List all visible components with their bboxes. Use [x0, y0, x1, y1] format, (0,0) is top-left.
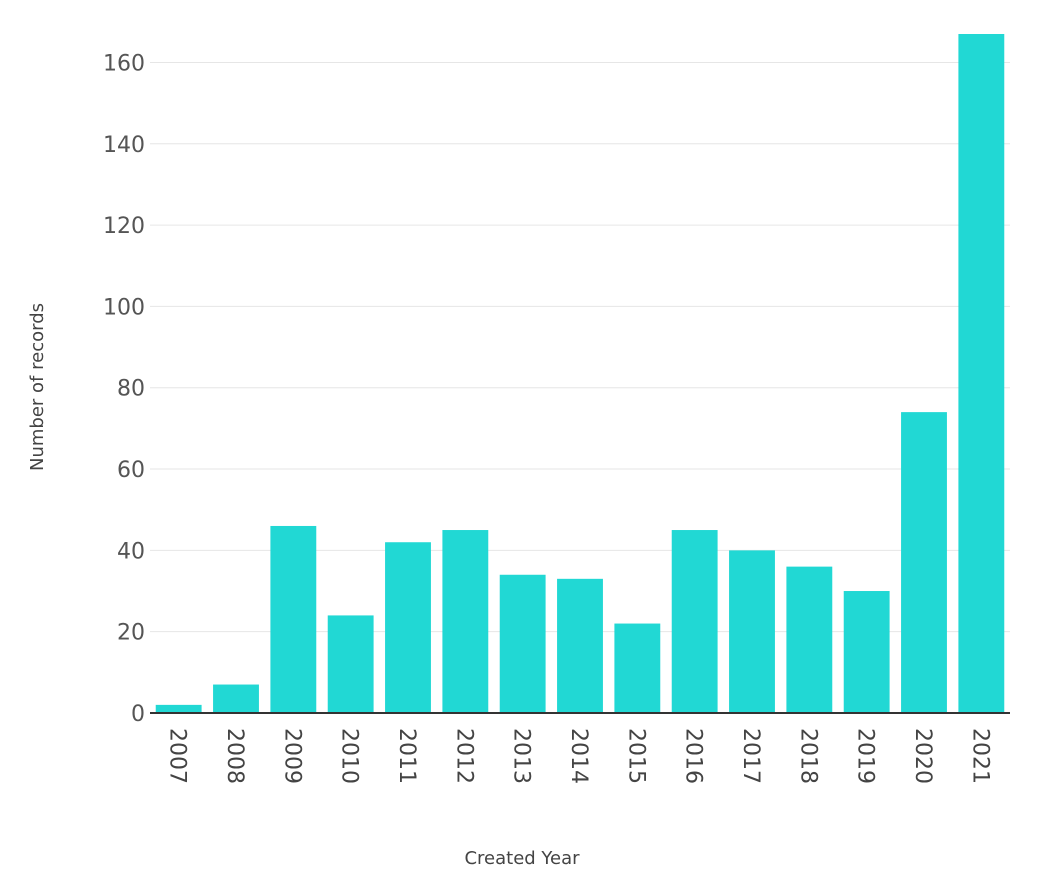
bar-2008	[213, 684, 259, 713]
y-tick-label-100: 100	[103, 295, 145, 320]
x-tick-label-2018: 2018	[795, 728, 820, 784]
x-tick-label-2013: 2013	[509, 728, 534, 784]
x-tick-label-2012: 2012	[451, 728, 476, 784]
bar-2007	[155, 704, 202, 713]
x-tick-label-2016: 2016	[681, 728, 706, 784]
bar-2012	[442, 530, 489, 713]
y-tick-label-140: 140	[103, 133, 145, 158]
y-tick-label-160: 160	[103, 51, 145, 76]
bar-2021	[958, 34, 1005, 713]
x-tick-label-2019: 2019	[853, 728, 878, 784]
y-tick-label-20: 20	[117, 621, 145, 646]
bar-2011	[385, 542, 431, 713]
x-axis-title: Created Year	[464, 848, 580, 869]
x-tick-label-2020: 2020	[910, 728, 935, 784]
x-tick-label-2021: 2021	[967, 728, 992, 784]
x-tick-label-2009: 2009	[279, 728, 304, 784]
y-tick-label-60: 60	[117, 458, 145, 483]
bar-2009	[270, 525, 317, 713]
bar-2015	[614, 623, 661, 713]
bar-2018	[786, 566, 833, 713]
x-tick-label-2010: 2010	[337, 728, 362, 784]
x-tick-label-2017: 2017	[738, 728, 763, 784]
x-tick-label-2008: 2008	[222, 728, 247, 784]
x-tick-label-2014: 2014	[566, 728, 591, 784]
bar-2019	[843, 591, 890, 713]
bar-2013	[499, 574, 546, 713]
y-tick-label-40: 40	[117, 539, 145, 564]
bars	[155, 34, 1005, 713]
y-tick-label-80: 80	[117, 377, 145, 402]
bar-2020	[901, 412, 947, 713]
bar-2010	[327, 615, 374, 713]
y-tick-labels: 0 20 40 60 80 100 120 140 160	[103, 51, 145, 727]
bar-2014	[557, 578, 603, 713]
x-tick-labels: 2007 2008 2009 2010 2011 2012 2013 2014 2015 2016…	[165, 728, 993, 784]
x-tick-label-2015: 2015	[623, 728, 648, 784]
x-tick-label-2007: 2007	[165, 728, 190, 784]
x-tick-label-2011: 2011	[394, 728, 419, 784]
y-axis-title: Number of records	[27, 303, 48, 471]
y-tick-label-0: 0	[131, 702, 145, 727]
bar-2017	[729, 550, 775, 713]
bar-2016	[671, 530, 718, 713]
y-tick-label-120: 120	[103, 214, 145, 239]
